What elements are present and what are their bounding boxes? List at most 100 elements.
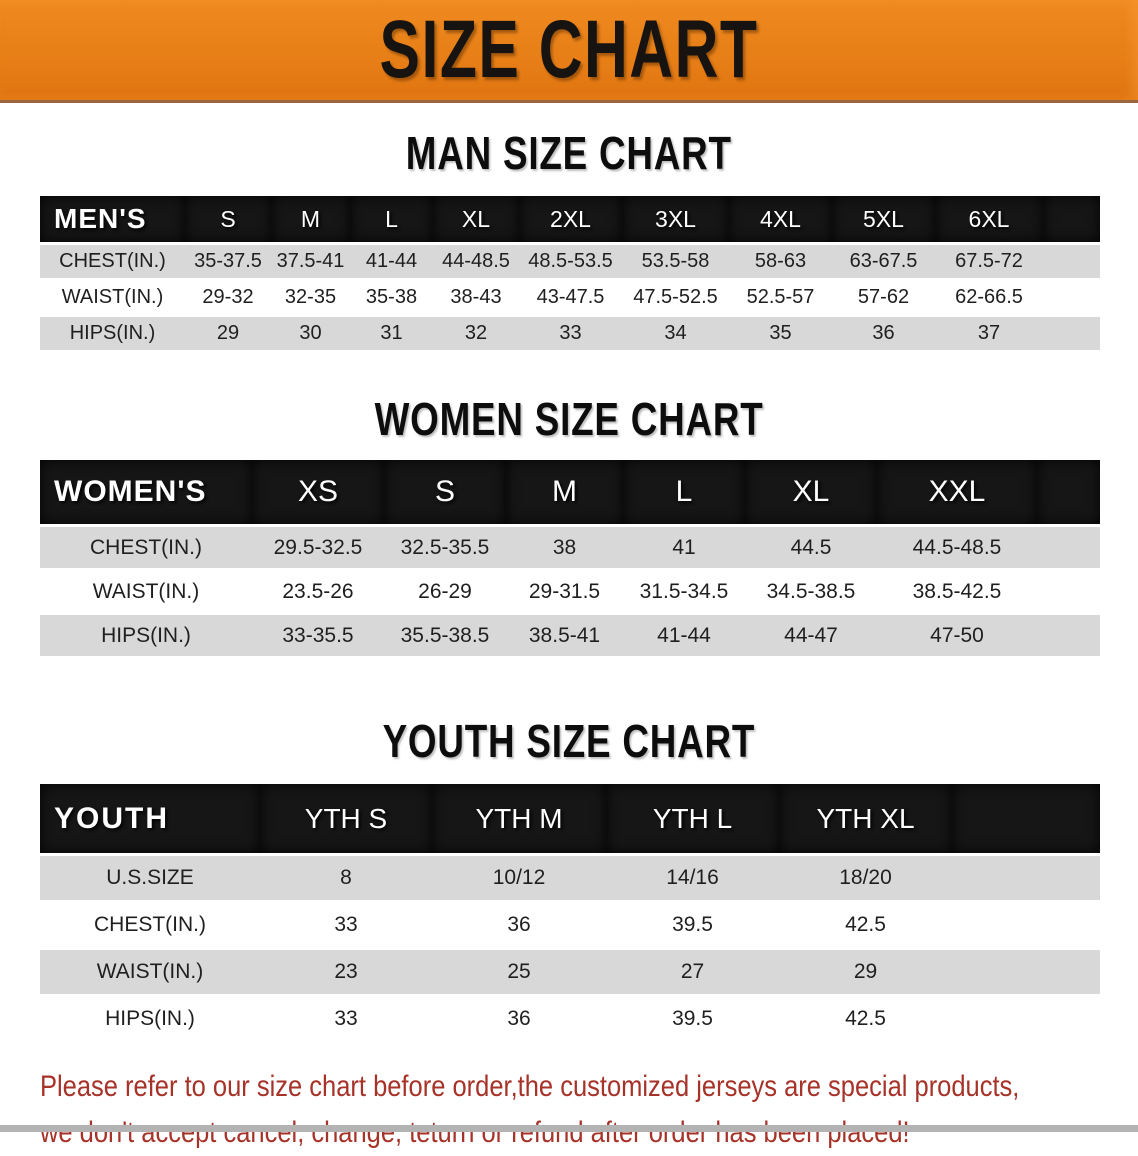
size-value-cell: 44-48.5 [433,243,519,281]
size-column-header: 5XL [832,196,935,245]
size-value-cell: 38 [506,525,623,571]
size-value-cell: 29-32 [185,279,271,317]
youth-header-row: YOUTH YTH S YTH M YTH L YTH XL [40,784,1100,856]
size-value-cell: 37 [935,315,1043,353]
measurement-row-label: CHEST(IN.) [40,525,252,571]
filler-cell [1037,613,1100,659]
size-value-cell: 35-38 [350,279,433,317]
size-value-cell: 33 [260,901,432,950]
measurement-row-label: WAIST(IN.) [40,948,260,997]
measurement-row-label: U.S.SIZE [40,854,260,903]
size-column-header: XXL [877,460,1037,527]
size-column-header: 4XL [729,196,832,245]
mens-size-table: MEN'S S M L XL 2XL 3XL 4XL 5XL 6XL CHEST(IN.) 35-3… [40,196,1100,353]
size-value-cell: 29-31.5 [506,569,623,615]
measurement-row: CHEST(IN.) 29.5-32.5 32.5-35.5 38 41 44.5 44.5… [40,525,1100,571]
size-column-header: YTH M [432,784,606,856]
size-value-cell: 31 [350,315,433,353]
size-column-header: XS [252,460,384,527]
size-value-cell: 57-62 [832,279,935,317]
size-value-cell: 58-63 [729,243,832,281]
measurement-row-label: CHEST(IN.) [40,901,260,950]
size-value-cell: 39.5 [606,901,779,950]
filler-cell [952,784,1100,856]
measurement-row-label: HIPS(IN.) [40,315,185,353]
size-value-cell: 29 [779,948,952,997]
size-column-header: 3XL [622,196,729,245]
size-column-header: YTH XL [779,784,952,856]
filler-cell [1037,569,1100,615]
size-value-cell: 47-50 [877,613,1037,659]
size-value-cell: 10/12 [432,854,606,903]
size-value-cell: 38.5-42.5 [877,569,1037,615]
size-value-cell: 14/16 [606,854,779,903]
banner-title: SIZE CHART [379,4,759,95]
size-value-cell: 67.5-72 [935,243,1043,281]
size-value-cell: 53.5-58 [622,243,729,281]
size-value-cell: 30 [271,315,350,353]
size-value-cell: 33 [519,315,622,353]
size-value-cell: 18/20 [779,854,952,903]
measurement-row: WAIST(IN.) 29-32 32-35 35-38 38-43 43-47.5 47.… [40,279,1100,317]
measurement-row-label: CHEST(IN.) [40,243,185,281]
youth-section-title: YOUTH SIZE CHART [0,715,1138,767]
filler-cell [952,995,1100,1044]
measurement-row: HIPS(IN.) 29 30 31 32 33 34 35 36 37 [40,315,1100,353]
size-value-cell: 41-44 [350,243,433,281]
size-column-header: S [384,460,506,527]
size-value-cell: 43-47.5 [519,279,622,317]
table-group-label: MEN'S [40,196,185,245]
size-value-cell: 23.5-26 [252,569,384,615]
filler-cell [1043,196,1100,245]
measurement-row: CHEST(IN.) 33 36 39.5 42.5 [40,901,1100,950]
table-group-label: YOUTH [40,784,260,856]
order-disclaimer: Please refer to our size chart before or… [40,1064,1138,1156]
size-value-cell: 38.5-41 [506,613,623,659]
womens-size-table: WOMEN'S XS S M L XL XXL CHEST(IN.) 29.5-32.5 32.… [40,460,1100,659]
filler-cell [1043,279,1100,317]
size-value-cell: 36 [832,315,935,353]
disclaimer-line-2: we don't accept cancel, change, teturn o… [40,1116,910,1149]
size-value-cell: 8 [260,854,432,903]
size-value-cell: 44.5-48.5 [877,525,1037,571]
men-section-title: MAN SIZE CHART [0,127,1138,179]
youth-section-title-text: YOUTH SIZE CHART [382,715,756,767]
size-column-header: L [623,460,745,527]
size-column-header: 6XL [935,196,1043,245]
size-value-cell: 29.5-32.5 [252,525,384,571]
size-value-cell: 27 [606,948,779,997]
size-value-cell: 29 [185,315,271,353]
measurement-row: CHEST(IN.) 35-37.5 37.5-41 41-44 44-48.5 48.5… [40,243,1100,281]
filler-cell [952,901,1100,950]
size-value-cell: 32 [433,315,519,353]
size-column-header: YTH S [260,784,432,856]
filler-cell [952,854,1100,903]
size-column-header: XL [433,196,519,245]
size-value-cell: 42.5 [779,995,952,1044]
size-column-header: M [506,460,623,527]
size-value-cell: 48.5-53.5 [519,243,622,281]
measurement-row: WAIST(IN.) 23 25 27 29 [40,948,1100,997]
size-value-cell: 35.5-38.5 [384,613,506,659]
size-column-header: XL [745,460,877,527]
bottom-edge-strip [0,1125,1138,1132]
filler-cell [1043,243,1100,281]
size-value-cell: 52.5-57 [729,279,832,317]
disclaimer-line-1: Please refer to our size chart before or… [40,1070,1020,1103]
filler-cell [952,948,1100,997]
size-value-cell: 33 [260,995,432,1044]
size-value-cell: 33-35.5 [252,613,384,659]
size-value-cell: 63-67.5 [832,243,935,281]
filler-cell [1043,315,1100,353]
size-value-cell: 32-35 [271,279,350,317]
size-value-cell: 42.5 [779,901,952,950]
table-group-label: WOMEN'S [40,460,252,527]
size-value-cell: 34.5-38.5 [745,569,877,615]
size-value-cell: 36 [432,995,606,1044]
size-value-cell: 47.5-52.5 [622,279,729,317]
measurement-row: U.S.SIZE 8 10/12 14/16 18/20 [40,854,1100,903]
women-section-title-text: WOMEN SIZE CHART [374,393,764,445]
filler-cell [1037,525,1100,571]
measurement-row-label: HIPS(IN.) [40,613,252,659]
measurement-row-label: HIPS(IN.) [40,995,260,1044]
